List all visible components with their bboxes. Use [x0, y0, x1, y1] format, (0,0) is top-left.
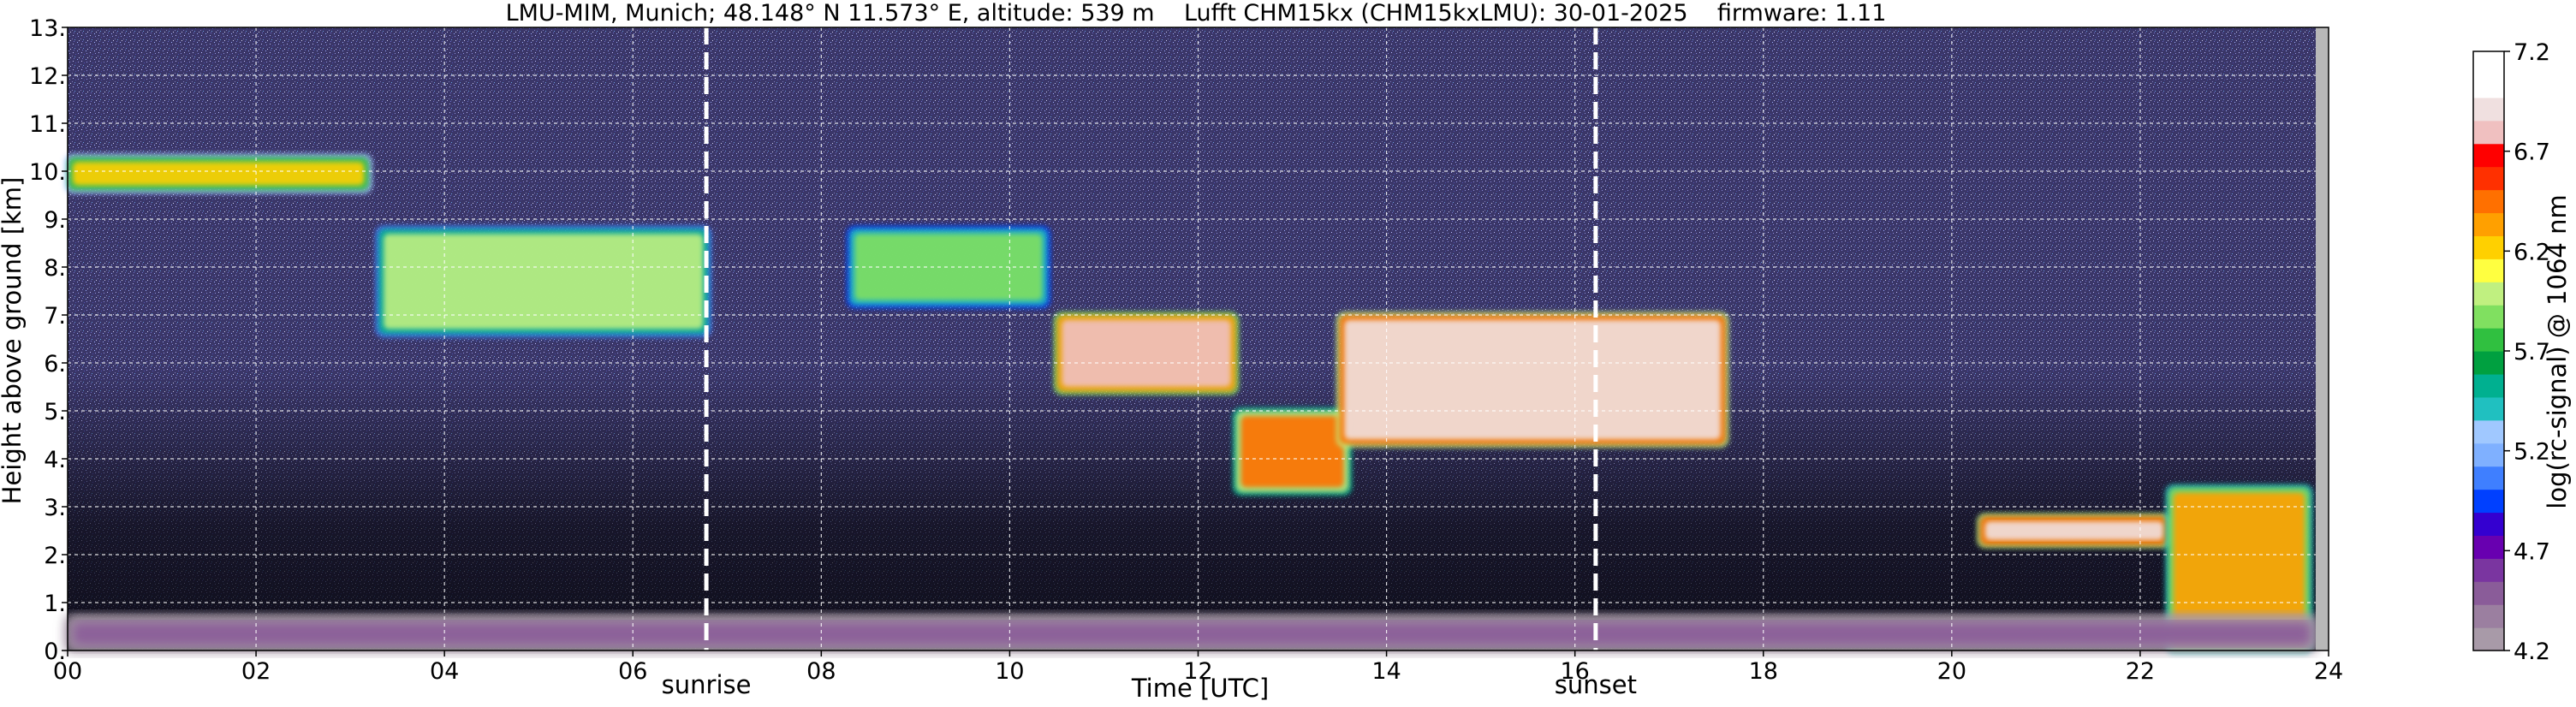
cloud-feature: [846, 225, 1051, 309]
y-tick-label: 12.: [29, 63, 66, 90]
x-tick-label: 12: [1183, 658, 1212, 685]
colorbar-ticks: 4.2 4.7 5.2 5.7 6.2 6.7 7.2: [2504, 39, 2550, 665]
cloud-feature: [64, 153, 373, 194]
x-tick-label: 10: [995, 658, 1024, 685]
x-tick-label: 14: [1371, 658, 1401, 685]
y-tick-label: 6.: [44, 351, 66, 377]
colorbar-swatch: [2473, 328, 2504, 352]
x-tick-label: 08: [806, 658, 836, 685]
x-tick-label: 20: [1937, 658, 1966, 685]
plot-area: [64, 27, 2329, 654]
y-tick-label: 4.: [44, 447, 66, 473]
colorbar-swatch: [2473, 258, 2504, 282]
x-tick-label: 02: [241, 658, 271, 685]
colorbar: 4.2 4.7 5.2 5.7 6.2 6.7 7.2 log(rc-signal) @ 1…: [2472, 39, 2572, 665]
colorbar-swatch: [2473, 282, 2504, 306]
colorbar-swatch: [2473, 97, 2504, 122]
cloud-feature: [1976, 513, 2172, 549]
colorbar-tick-label: 6.2: [2514, 239, 2550, 265]
x-axis-ticks: 00 02 04 06 08 10 12 14 16 18 20 22 24: [53, 651, 2343, 685]
cloud-feature: [2164, 484, 2313, 654]
colorbar-swatch: [2473, 489, 2504, 514]
y-tick-label: 9.: [44, 207, 66, 234]
colorbar-swatch: [2473, 535, 2504, 559]
y-tick-label: 5.: [44, 399, 66, 425]
y-tick-label: 1.: [44, 591, 66, 617]
colorbar-swatch: [2473, 212, 2504, 236]
colorbar-tick-label: 4.7: [2514, 538, 2550, 565]
x-tick-label: 18: [1749, 658, 1778, 685]
colorbar-swatch: [2473, 512, 2504, 536]
chart-title: LMU-MIM, Munich; 48.148° N 11.573° E, al…: [506, 0, 1887, 27]
cloud-feature: [375, 225, 712, 338]
cloud-feature: [1336, 312, 1729, 449]
sunset-label: sunset: [1555, 670, 1637, 699]
cloud-feature: [1232, 407, 1353, 496]
colorbar-swatch: [2473, 627, 2504, 651]
colorbar-swatch: [2473, 466, 2504, 490]
y-tick-label: 7.: [44, 303, 66, 330]
colorbar-swatch: [2473, 396, 2504, 421]
colorbar-swatch: [2473, 443, 2504, 467]
cloud-core: [2173, 492, 2305, 645]
y-axis-ticks: 0. 1. 2. 3. 4. 5. 6. 7. 8. 9. 10. 11. 12. 13.: [29, 15, 68, 665]
y-tick-label: 3.: [44, 495, 66, 521]
colorbar-swatches: [2473, 51, 2504, 651]
colorbar-swatch: [2473, 351, 2504, 375]
cloud-core: [1344, 320, 1721, 440]
sunrise-label: sunrise: [662, 670, 752, 699]
colorbar-swatch: [2473, 189, 2504, 214]
colorbar-tick-label: 7.2: [2514, 39, 2550, 66]
no-data-strip: [2316, 27, 2329, 651]
cloud-core: [73, 162, 365, 186]
cloud-feature: [1053, 312, 1240, 395]
colorbar-swatch: [2473, 74, 2504, 98]
colorbar-swatch: [2473, 143, 2504, 168]
x-axis-label: Time [UTC]: [1131, 674, 1269, 703]
x-tick-label: 04: [430, 658, 459, 685]
cloud-core: [73, 621, 2311, 645]
x-tick-label: 24: [2314, 658, 2343, 685]
cloud-core: [1240, 416, 1344, 488]
y-tick-label: 13.: [29, 15, 66, 42]
x-tick-label: 22: [2126, 658, 2155, 685]
colorbar-tick-label: 6.7: [2514, 140, 2550, 166]
colorbar-swatch: [2473, 419, 2504, 444]
cloud-feature: [64, 613, 2319, 654]
y-tick-label: 8.: [44, 255, 66, 282]
sun-markers: [704, 27, 1598, 651]
cloud-core: [1062, 320, 1231, 387]
y-tick-label: 0.: [44, 639, 66, 665]
gridlines: [68, 27, 2329, 651]
x-tick-label: 00: [53, 658, 82, 685]
colorbar-tick-label: 4.2: [2514, 639, 2550, 665]
colorbar-tick-label: 5.7: [2514, 339, 2550, 365]
x-tick-label: 16: [1560, 658, 1589, 685]
colorbar-swatch: [2473, 373, 2504, 398]
colorbar-swatch: [2473, 120, 2504, 145]
cloud-core: [1984, 521, 2163, 540]
colorbar-swatch: [2473, 558, 2504, 582]
colorbar-swatch: [2473, 51, 2504, 75]
y-tick-label: 11.: [29, 111, 66, 138]
y-tick-label: 2.: [44, 543, 66, 569]
cloud-features: [64, 153, 2319, 654]
cloud-core: [854, 234, 1043, 300]
colorbar-tick-label: 5.2: [2514, 439, 2550, 466]
x-tick-label: 06: [618, 658, 647, 685]
y-tick-label: 10.: [29, 159, 66, 186]
colorbar-swatch: [2473, 604, 2504, 628]
colorbar-swatch: [2473, 305, 2504, 329]
colorbar-swatch: [2473, 581, 2504, 605]
cloud-core: [384, 234, 704, 330]
y-axis-label: Height above ground [km]: [0, 177, 27, 505]
colorbar-label: log(rc-signal) @ 1064 nm: [2543, 194, 2572, 508]
colorbar-swatch: [2473, 166, 2504, 191]
colorbar-swatch: [2473, 235, 2504, 259]
